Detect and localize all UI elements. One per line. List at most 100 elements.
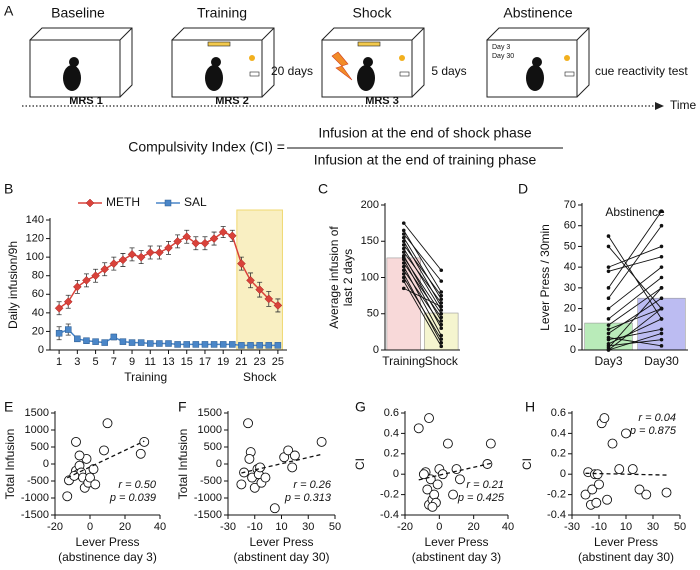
point <box>418 469 429 480</box>
y-axis-label: CI <box>353 458 367 470</box>
y-tick-label: -0.2 <box>380 489 399 501</box>
y-tick-label: 0.2 <box>551 448 566 460</box>
panel-letter: D <box>518 181 528 197</box>
marker <box>200 238 210 248</box>
point <box>621 428 631 439</box>
subject-dot <box>606 306 611 311</box>
point <box>661 487 672 498</box>
point <box>236 479 247 490</box>
marker <box>256 342 263 349</box>
x-tick-label: 19 <box>217 356 229 368</box>
x-tick-label: Shock <box>425 354 459 368</box>
marker <box>191 238 201 248</box>
marker <box>247 342 254 349</box>
y-tick-label: 50 <box>564 240 576 252</box>
marker <box>210 341 218 348</box>
subject-line <box>403 251 442 304</box>
point <box>289 450 300 461</box>
x-tick-label: 13 <box>162 356 174 368</box>
subject-dot <box>659 317 664 321</box>
point <box>427 501 438 512</box>
point <box>594 479 604 490</box>
x-axis-label: (abstinent day 30) <box>233 550 329 564</box>
marker <box>128 339 136 346</box>
y-axis-label: Lever Press / 30min <box>538 224 552 331</box>
point <box>69 470 80 481</box>
subject-dot <box>439 293 444 298</box>
y-axis-label: Total Infusion <box>176 429 190 500</box>
point <box>641 489 652 500</box>
mouse-head <box>363 57 373 67</box>
subject-line <box>403 262 442 318</box>
subject-dot <box>401 257 406 262</box>
y-tick-label: 40 <box>32 307 44 319</box>
marker <box>145 248 155 257</box>
subject-dot <box>606 286 611 290</box>
subject-dot <box>659 265 664 269</box>
point <box>424 413 434 424</box>
x-tick-label: 23 <box>254 356 266 368</box>
subject-dot <box>439 319 444 323</box>
y-tick-label: 0 <box>560 468 566 480</box>
panel-letter: G <box>355 399 366 415</box>
subject-dot <box>439 311 444 316</box>
point <box>71 436 81 447</box>
subject-line <box>608 266 662 309</box>
subject-dot <box>606 234 611 238</box>
y-tick-label: 1000 <box>25 424 49 436</box>
subject-dot <box>439 333 444 338</box>
x-tick-label: 15 <box>181 356 193 368</box>
syringe <box>357 41 381 47</box>
subject-line <box>403 222 442 271</box>
y-tick-label: 200 <box>361 199 379 211</box>
subject-dot <box>606 244 611 249</box>
subject-dot <box>401 268 406 273</box>
subject-dot <box>659 254 664 259</box>
timeline-label: Time <box>670 98 697 112</box>
point <box>90 479 101 490</box>
x-axis-label: (abstinence day 3) <box>58 550 157 564</box>
x-tick-label: 0 <box>436 521 442 533</box>
point <box>432 479 443 490</box>
y-tick-label: -500 <box>27 475 49 487</box>
subject-line <box>403 266 442 336</box>
y-tick-label: 0 <box>216 458 222 470</box>
subject-dot <box>659 223 664 228</box>
x-tick-label: Training <box>382 354 425 368</box>
point <box>607 438 618 449</box>
subject-dot <box>401 279 406 283</box>
x-tick-label: 10 <box>275 521 287 533</box>
shaded-region <box>236 209 283 351</box>
y-axis-label: CI <box>520 458 534 470</box>
subject-dot <box>439 315 444 320</box>
subject-dot <box>439 322 444 327</box>
panel-letter: F <box>178 399 187 415</box>
subject-dot <box>401 275 406 280</box>
marker <box>273 301 283 310</box>
x-tick-label: 30 <box>302 521 314 533</box>
subject-dot <box>659 337 664 342</box>
point <box>316 436 327 447</box>
mouse-head <box>69 57 79 67</box>
x-axis-label: Lever Press <box>424 535 488 549</box>
marker <box>137 339 145 346</box>
x-tick-label: 0 <box>87 521 93 533</box>
marker <box>174 341 181 348</box>
subject-dot <box>659 331 664 336</box>
marker <box>156 340 163 347</box>
y-tick-label: 0.4 <box>551 427 566 439</box>
marker <box>83 337 90 344</box>
subject-dot <box>401 221 406 225</box>
stage-label: Baseline <box>51 5 105 21</box>
subject-line <box>608 246 662 309</box>
cue-light <box>249 55 255 61</box>
subject-dot <box>401 235 406 240</box>
subject-dot <box>439 308 444 312</box>
point <box>260 472 271 483</box>
marker <box>192 341 200 348</box>
point <box>602 494 613 505</box>
y-tick-label: 0.6 <box>384 407 399 419</box>
y-tick-label: 0 <box>38 344 44 356</box>
cages <box>29 27 590 98</box>
point <box>244 453 255 464</box>
